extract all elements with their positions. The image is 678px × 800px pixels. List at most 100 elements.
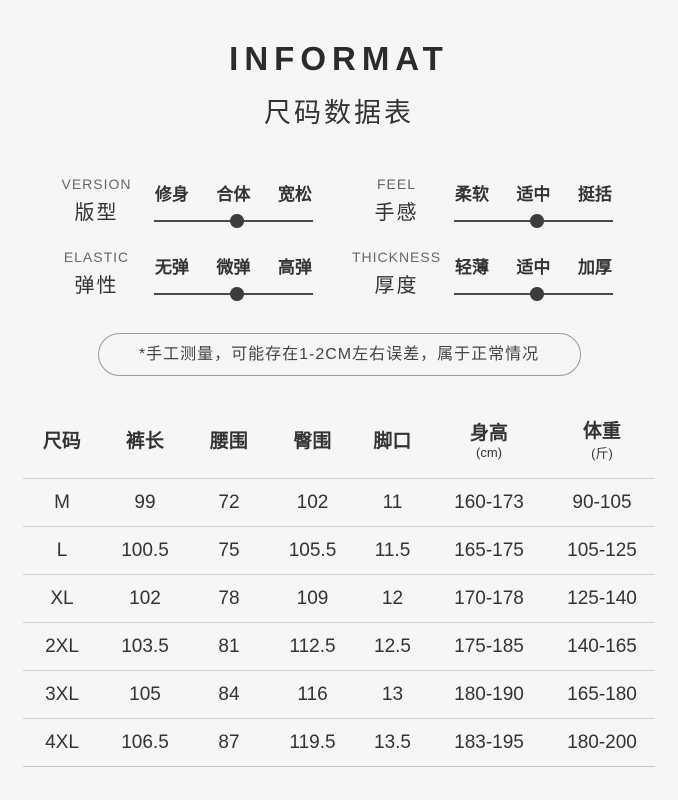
spec-option: 高弹	[278, 257, 312, 277]
slider-dot-icon	[529, 213, 544, 228]
value-cell: 75	[189, 526, 269, 575]
value-cell: 170-178	[429, 574, 549, 623]
column-unit: (cm)	[476, 445, 502, 460]
value-cell: 165-180	[549, 670, 655, 719]
spec-feel-labels: FEEL 手感	[339, 176, 454, 225]
value-cell: 180-190	[429, 670, 549, 719]
spec-option: 合体	[216, 184, 251, 204]
column-unit: (斤)	[591, 446, 613, 461]
spec-elastic-labels: ELASTIC 弹性	[39, 249, 154, 298]
spec-thickness-options: 轻薄 适中 加厚	[454, 253, 613, 278]
spec-thickness-label-zh: 厚度	[374, 275, 419, 297]
value-cell: 106.5	[101, 718, 189, 767]
slider-track	[454, 286, 613, 301]
size-table-header-row: 尺码 裤长 腰围 臀围 脚口 身高 (cm) 体重 (斤)	[23, 402, 655, 479]
value-cell: 103.5	[101, 622, 189, 671]
spec-thickness: THICKNESS 厚度 轻薄 适中 加厚	[339, 249, 639, 301]
column-header-size: 尺码	[42, 430, 81, 452]
column-header-weight: 体重 (斤)	[549, 402, 655, 479]
spec-option: 轻薄	[455, 257, 489, 277]
spec-thickness-labels: THICKNESS 厚度	[339, 249, 454, 298]
slider-dot-icon	[229, 213, 244, 228]
value-cell: 105	[101, 670, 189, 719]
spec-version-slider: 修身 合体 宽松	[154, 180, 313, 228]
size-cell: L	[23, 526, 101, 575]
spec-option: 挺括	[578, 184, 612, 204]
table-row-m: M 99 72 102 11 160-173 90-105	[23, 478, 655, 527]
spec-feel: FEEL 手感 柔软 适中 挺括	[339, 176, 639, 228]
spec-elastic-slider: 无弹 微弹 高弹	[154, 253, 313, 301]
size-cell: 2XL	[23, 622, 101, 671]
spec-feel-label-zh: 手感	[374, 202, 419, 224]
slider-dot-icon	[529, 286, 544, 301]
value-cell: 99	[101, 478, 189, 527]
spec-option: 适中	[516, 184, 551, 204]
value-cell: 72	[189, 478, 269, 527]
value-cell: 11	[356, 478, 429, 527]
spec-option: 柔软	[455, 184, 489, 204]
value-cell: 84	[189, 670, 269, 719]
spec-option: 加厚	[578, 257, 612, 277]
value-cell: 78	[189, 574, 269, 623]
value-cell: 87	[189, 718, 269, 767]
value-cell: 160-173	[429, 478, 549, 527]
value-cell: 100.5	[101, 526, 189, 575]
value-cell: 105.5	[269, 526, 356, 575]
value-cell: 116	[269, 670, 356, 719]
table-row-4xl: 4XL 106.5 87 119.5 13.5 183-195 180-200	[23, 718, 655, 767]
column-header-waist: 腰围	[209, 430, 248, 452]
spec-thickness-slider: 轻薄 适中 加厚	[454, 253, 613, 301]
spec-version-label-zh: 版型	[74, 202, 119, 224]
slider-track	[154, 213, 313, 228]
spec-option: 宽松	[278, 184, 312, 204]
spec-version-labels: VERSION 版型	[39, 176, 154, 225]
spec-elastic: ELASTIC 弹性 无弹 微弹 高弹	[39, 249, 339, 301]
value-cell: 12	[356, 574, 429, 623]
value-cell: 12.5	[356, 622, 429, 671]
value-cell: 11.5	[356, 526, 429, 575]
slider-dot-icon	[229, 286, 244, 301]
value-cell: 165-175	[429, 526, 549, 575]
value-cell: 102	[101, 574, 189, 623]
size-table: 尺码 裤长 腰围 臀围 脚口 身高 (cm) 体重 (斤) M 99 72 102 …	[23, 402, 655, 767]
table-row-3xl: 3XL 105 84 116 13 180-190 165-180	[23, 670, 655, 719]
slider-track	[154, 286, 313, 301]
size-cell: M	[23, 478, 101, 527]
value-cell: 102	[269, 478, 356, 527]
value-cell: 109	[269, 574, 356, 623]
value-cell: 90-105	[549, 478, 655, 527]
spec-version-label-en: VERSION	[61, 176, 132, 192]
spec-thickness-label-en: THICKNESS	[351, 249, 442, 265]
table-row-2xl: 2XL 103.5 81 112.5 12.5 175-185 140-165	[23, 622, 655, 671]
value-cell: 13.5	[356, 718, 429, 767]
value-cell: 13	[356, 670, 429, 719]
value-cell: 140-165	[549, 622, 655, 671]
column-header-leg-opening: 脚口	[373, 430, 412, 452]
spec-elastic-label-zh: 弹性	[74, 275, 119, 297]
spec-sliders-section: VERSION 版型 修身 合体 宽松 FEEL 手感	[39, 176, 639, 301]
page-subtitle: 尺码数据表	[264, 98, 414, 128]
spec-feel-options: 柔软 适中 挺括	[454, 180, 613, 205]
value-cell: 125-140	[549, 574, 655, 623]
spec-option: 修身	[155, 184, 189, 204]
spec-version: VERSION 版型 修身 合体 宽松	[39, 176, 339, 228]
value-cell: 119.5	[269, 718, 356, 767]
column-header-pant-length: 裤长	[125, 430, 164, 452]
spec-feel-slider: 柔软 适中 挺括	[454, 180, 613, 228]
table-row-xl: XL 102 78 109 12 170-178 125-140	[23, 574, 655, 623]
measurement-note-pill: *手工测量，可能存在1-2CM左右误差，属于正常情况	[97, 333, 581, 376]
value-cell: 112.5	[269, 622, 356, 671]
spec-option: 适中	[516, 257, 551, 277]
page-title: INFORMAT	[229, 40, 449, 77]
value-cell: 81	[189, 622, 269, 671]
value-cell: 180-200	[549, 718, 655, 767]
spec-option: 无弹	[155, 257, 189, 277]
column-header-height: 身高 (cm)	[429, 402, 549, 479]
value-cell: 105-125	[549, 526, 655, 575]
value-cell: 183-195	[429, 718, 549, 767]
spec-version-options: 修身 合体 宽松	[154, 180, 313, 205]
size-cell: XL	[23, 574, 101, 623]
spec-elastic-options: 无弹 微弹 高弹	[154, 253, 313, 278]
size-cell: 4XL	[23, 718, 101, 767]
spec-feel-label-en: FEEL	[376, 176, 416, 192]
